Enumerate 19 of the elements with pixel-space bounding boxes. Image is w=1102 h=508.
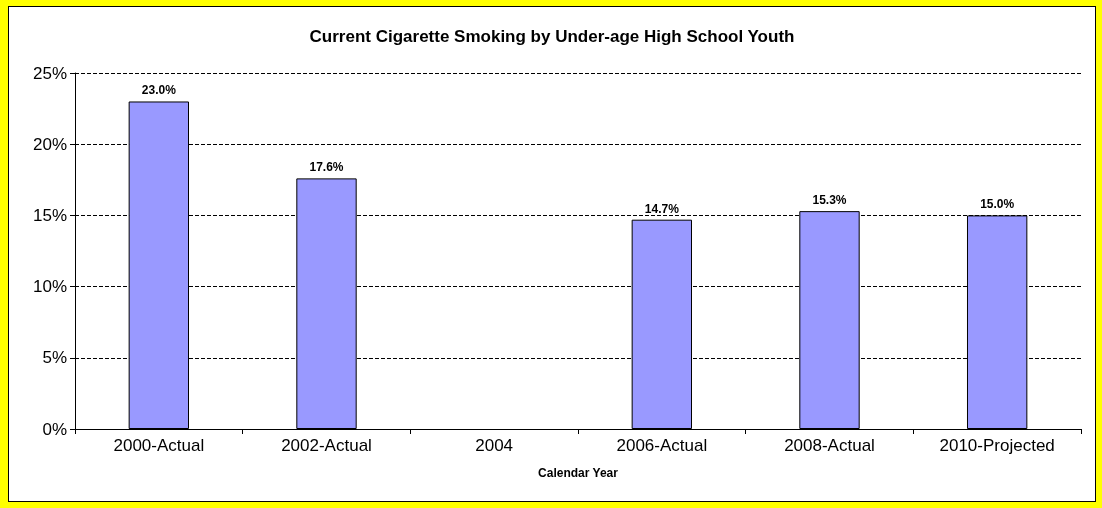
x-tick-label: 2006-Actual bbox=[616, 436, 708, 455]
y-tick-label: 5% bbox=[42, 348, 67, 368]
x-axis-title: Calendar Year bbox=[538, 466, 619, 480]
y-tick-label: 15% bbox=[32, 205, 67, 225]
data-label: 15.0% bbox=[980, 197, 1015, 212]
data-label: 23.0% bbox=[141, 83, 177, 98]
data-label: 14.7% bbox=[644, 201, 680, 216]
x-tick-label: 2002-Actual bbox=[281, 436, 372, 455]
y-tick-label: 25% bbox=[32, 63, 67, 83]
y-tick-label: 0% bbox=[42, 419, 67, 439]
chart-title: Current Cigarette Smoking by Under-age High School Youth bbox=[309, 27, 795, 46]
x-tick-label: 2000-Actual bbox=[113, 436, 205, 455]
y-tick-label: 20% bbox=[32, 134, 67, 154]
data-label: 15.3% bbox=[812, 193, 847, 208]
data-label: 17.6% bbox=[309, 160, 344, 175]
x-tick-label: 2010-Projected bbox=[939, 436, 1055, 455]
x-tick-label: 2008-Actual bbox=[784, 436, 875, 455]
y-tick-label: 10% bbox=[32, 277, 67, 297]
x-tick-label: 2004 bbox=[475, 436, 514, 455]
